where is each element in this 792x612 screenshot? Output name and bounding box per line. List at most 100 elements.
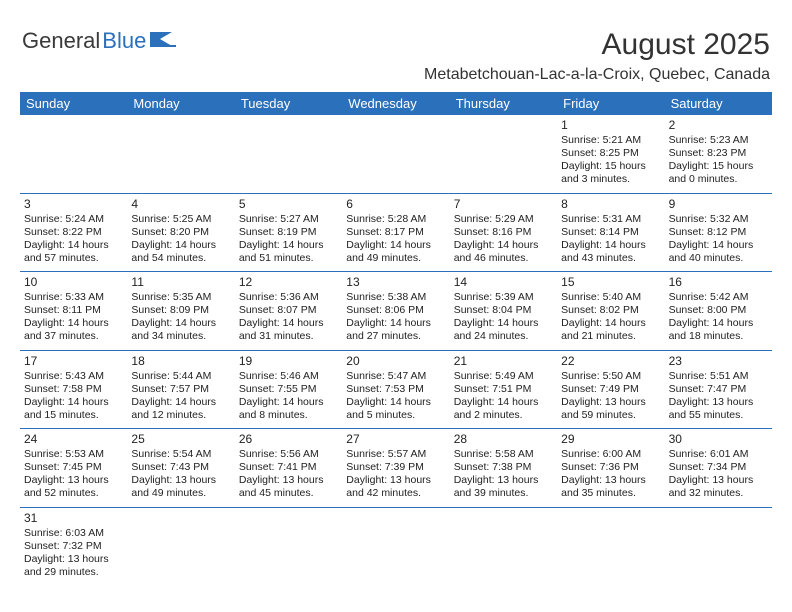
sunrise-line: Sunrise: 5:21 AM [561,134,660,147]
calendar-day-cell: 11Sunrise: 5:35 AMSunset: 8:09 PMDayligh… [127,272,234,350]
day-number: 23 [669,354,768,369]
sunrise-line: Sunrise: 5:23 AM [669,134,768,147]
calendar: SundayMondayTuesdayWednesdayThursdayFrid… [20,92,772,585]
calendar-day-cell: 6Sunrise: 5:28 AMSunset: 8:17 PMDaylight… [342,194,449,272]
day-number: 13 [346,275,445,290]
day-header-row: SundayMondayTuesdayWednesdayThursdayFrid… [20,92,772,115]
daylight-line-1: Daylight: 14 hours [24,317,123,330]
sunset-line: Sunset: 7:57 PM [131,383,230,396]
sunset-line: Sunset: 7:43 PM [131,461,230,474]
daylight-line-1: Daylight: 14 hours [561,239,660,252]
sunrise-line: Sunrise: 5:27 AM [239,213,338,226]
sunset-line: Sunset: 8:25 PM [561,147,660,160]
location-subtitle: Metabetchouan-Lac-a-la-Croix, Quebec, Ca… [424,66,770,84]
daylight-line-1: Daylight: 14 hours [131,396,230,409]
sunrise-line: Sunrise: 5:24 AM [24,213,123,226]
day-number: 9 [669,197,768,212]
sunrise-line: Sunrise: 5:54 AM [131,448,230,461]
day-number: 4 [131,197,230,212]
sunset-line: Sunset: 8:02 PM [561,304,660,317]
calendar-day-cell: 23Sunrise: 5:51 AMSunset: 7:47 PMDayligh… [665,351,772,429]
calendar-day-cell: 2Sunrise: 5:23 AMSunset: 8:23 PMDaylight… [665,115,772,193]
sunrise-line: Sunrise: 5:39 AM [454,291,553,304]
calendar-week-row: 24Sunrise: 5:53 AMSunset: 7:45 PMDayligh… [20,429,772,508]
sunrise-line: Sunrise: 5:25 AM [131,213,230,226]
sunset-line: Sunset: 7:58 PM [24,383,123,396]
day-number: 7 [454,197,553,212]
calendar-day-cell: 9Sunrise: 5:32 AMSunset: 8:12 PMDaylight… [665,194,772,272]
calendar-week-row: 31Sunrise: 6:03 AMSunset: 7:32 PMDayligh… [20,508,772,586]
daylight-line-2: and 54 minutes. [131,252,230,265]
sunset-line: Sunset: 8:22 PM [24,226,123,239]
sunset-line: Sunset: 8:23 PM [669,147,768,160]
calendar-empty-cell [342,508,449,586]
daylight-line-1: Daylight: 13 hours [561,474,660,487]
calendar-day-cell: 27Sunrise: 5:57 AMSunset: 7:39 PMDayligh… [342,429,449,507]
calendar-day-cell: 20Sunrise: 5:47 AMSunset: 7:53 PMDayligh… [342,351,449,429]
sunrise-line: Sunrise: 5:58 AM [454,448,553,461]
sunset-line: Sunset: 7:45 PM [24,461,123,474]
daylight-line-1: Daylight: 14 hours [346,317,445,330]
calendar-week-row: 3Sunrise: 5:24 AMSunset: 8:22 PM Daylight… [20,194,772,273]
daylight-line-1: Daylight: 14 hours [131,317,230,330]
day-header-cell: Sunday [20,92,127,115]
daylight-line-1: Daylight: 13 hours [454,474,553,487]
logo: GeneralBlue [22,28,176,54]
daylight-line-2: and 0 minutes. [669,173,768,186]
day-number: 8 [561,197,660,212]
sunrise-line: Sunrise: 5:43 AM [24,370,123,383]
calendar-day-cell: 26Sunrise: 5:56 AMSunset: 7:41 PMDayligh… [235,429,342,507]
day-number: 3 [24,197,123,212]
calendar-empty-cell [235,508,342,586]
daylight-line-2: and 37 minutes. [24,330,123,343]
daylight-line-2: and 40 minutes. [669,252,768,265]
sunset-line: Sunset: 8:17 PM [346,226,445,239]
calendar-day-cell: 21Sunrise: 5:49 AMSunset: 7:51 PMDayligh… [450,351,557,429]
sunrise-line: Sunrise: 6:03 AM [24,527,123,540]
calendar-empty-cell [557,508,664,586]
daylight-line-1: Daylight: 14 hours [24,396,123,409]
daylight-line-1: Daylight: 14 hours [561,317,660,330]
sunset-line: Sunset: 7:32 PM [24,540,123,553]
daylight-line-2: and 49 minutes. [346,252,445,265]
calendar-week-row: 10Sunrise: 5:33 AMSunset: 8:11 PMDayligh… [20,272,772,351]
calendar-day-cell: 3Sunrise: 5:24 AMSunset: 8:22 PMDaylight… [20,194,127,272]
sunrise-line: Sunrise: 5:31 AM [561,213,660,226]
sunset-line: Sunset: 7:34 PM [669,461,768,474]
daylight-line-1: Daylight: 14 hours [346,239,445,252]
month-title: August 2025 [424,28,770,62]
daylight-line-2: and 5 minutes. [346,409,445,422]
daylight-line-2: and 39 minutes. [454,487,553,500]
calendar-day-cell: 5Sunrise: 5:27 AMSunset: 8:19 PMDaylight… [235,194,342,272]
day-number: 6 [346,197,445,212]
daylight-line-1: Daylight: 14 hours [239,239,338,252]
day-number: 25 [131,432,230,447]
calendar-day-cell: 18Sunrise: 5:44 AMSunset: 7:57 PMDayligh… [127,351,234,429]
day-header-cell: Monday [127,92,234,115]
daylight-line-1: Daylight: 13 hours [669,474,768,487]
daylight-line-2: and 42 minutes. [346,487,445,500]
daylight-line-2: and 55 minutes. [669,409,768,422]
daylight-line-1: Daylight: 13 hours [346,474,445,487]
day-number: 21 [454,354,553,369]
sunset-line: Sunset: 8:16 PM [454,226,553,239]
daylight-line-2: and 57 minutes. [24,252,123,265]
daylight-line-2: and 34 minutes. [131,330,230,343]
sunset-line: Sunset: 7:53 PM [346,383,445,396]
day-number: 31 [24,511,123,526]
calendar-page: GeneralBlue August 2025 Metabetchouan-La… [0,0,792,585]
sunset-line: Sunset: 8:09 PM [131,304,230,317]
day-number: 10 [24,275,123,290]
sunrise-line: Sunrise: 5:49 AM [454,370,553,383]
sunrise-line: Sunrise: 5:33 AM [24,291,123,304]
sunrise-line: Sunrise: 5:47 AM [346,370,445,383]
day-number: 28 [454,432,553,447]
calendar-day-cell: 8Sunrise: 5:31 AMSunset: 8:14 PMDaylight… [557,194,664,272]
day-number: 24 [24,432,123,447]
calendar-day-cell: 22Sunrise: 5:50 AMSunset: 7:49 PMDayligh… [557,351,664,429]
calendar-day-cell: 24Sunrise: 5:53 AMSunset: 7:45 PMDayligh… [20,429,127,507]
calendar-day-cell: 15Sunrise: 5:40 AMSunset: 8:02 PMDayligh… [557,272,664,350]
day-number: 27 [346,432,445,447]
sunrise-line: Sunrise: 6:00 AM [561,448,660,461]
daylight-line-1: Daylight: 13 hours [131,474,230,487]
